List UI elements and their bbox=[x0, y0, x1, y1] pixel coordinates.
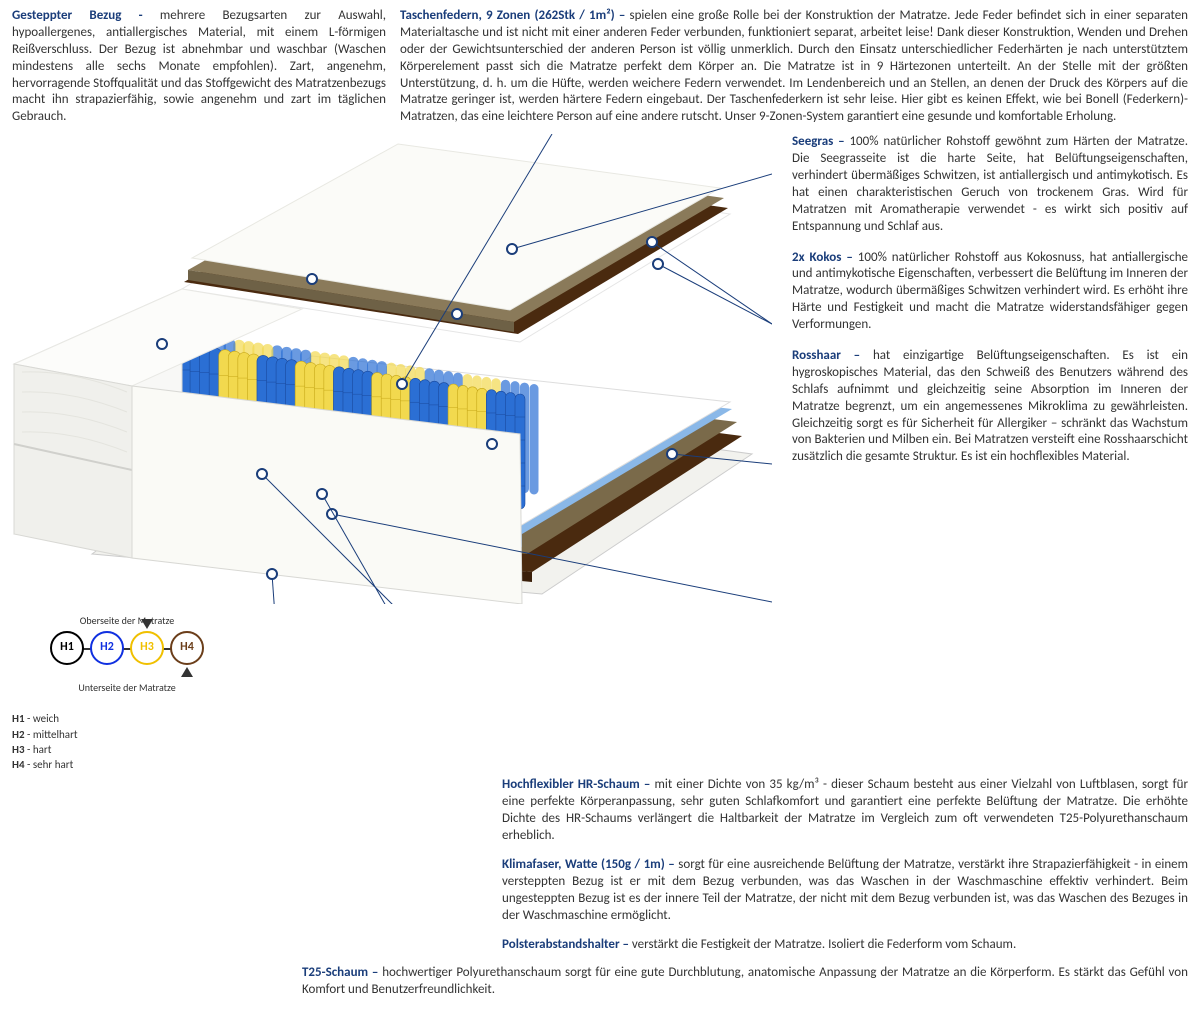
seegras-block: Seegras – 100% natürlicher Rohstoff gewö… bbox=[792, 134, 1188, 235]
polster-body: verstärkt die Festigkeit der Matratze. I… bbox=[632, 937, 1016, 952]
klimafaser-block: Klimafaser, Watte (150g / 1m) – sorgt fü… bbox=[12, 857, 1188, 925]
klima-heading: Klimafaser, Watte (150g / 1m) – bbox=[502, 857, 678, 872]
side-text-column: Seegras – 100% natürlicher Rohstoff gewö… bbox=[792, 134, 1188, 773]
firmness-h3: H3 bbox=[130, 631, 164, 665]
rosshaar-body: hat einzigartige Belüftungseigenschaften… bbox=[792, 348, 1188, 464]
cover-description: Gesteppter Bezug - mehrere Bezugsarten z… bbox=[12, 8, 386, 126]
polster-heading: Polsterabstandshalter – bbox=[502, 937, 632, 952]
t25-heading: T25-Schaum – bbox=[302, 965, 382, 980]
springs-heading: Taschenfedern, 9 Zonen (262Stk / 1m²) – bbox=[400, 8, 629, 23]
firmness-circles: H1 H2 H3 H4 bbox=[12, 631, 242, 665]
kokos-heading: 2x Kokos – bbox=[792, 250, 858, 265]
springs-description: Taschenfedern, 9 Zonen (262Stk / 1m²) – … bbox=[400, 8, 1188, 126]
springs-body: spielen eine große Rolle bei der Konstru… bbox=[400, 8, 1188, 124]
firmness-bottom-label: Unterseite der Matratze bbox=[12, 681, 242, 694]
firmness-widget: Oberseite der Matratze H1 H2 H3 H4 Unter… bbox=[12, 614, 242, 772]
rosshaar-heading: Rosshaar – bbox=[792, 348, 873, 363]
cover-heading: Gesteppter Bezug - bbox=[12, 8, 160, 23]
hr-foam-block: Hochflexibler HR-Schaum – mit einer Dich… bbox=[12, 777, 1188, 845]
t25-body: hochwertiger Polyurethanschaum sorgt für… bbox=[302, 965, 1188, 997]
firmness-h1: H1 bbox=[50, 631, 84, 665]
hr-heading: Hochflexibler HR-Schaum – bbox=[502, 777, 655, 792]
firmness-h4: H4 bbox=[170, 631, 204, 665]
seegras-body: 100% natürlicher Rohstoff gewöhnt zum Hä… bbox=[792, 134, 1188, 233]
rosshaar-block: Rosshaar – hat einzigartige Belüftungsei… bbox=[792, 348, 1188, 466]
polster-block: Polsterabstandshalter – verstärkt die Fe… bbox=[12, 937, 1188, 954]
firmness-legend: H1 - weich H2 - mittelhart H3 - hart H4 … bbox=[12, 712, 242, 772]
t25-block: T25-Schaum – hochwertiger Polyurethansch… bbox=[12, 965, 1188, 999]
top-text-row: Gesteppter Bezug - mehrere Bezugsarten z… bbox=[12, 8, 1188, 126]
firmness-top-label: Oberseite der Matratze bbox=[12, 614, 242, 627]
seegras-heading: Seegras – bbox=[792, 134, 849, 149]
firmness-h2: H2 bbox=[90, 631, 124, 665]
mattress-svg bbox=[12, 134, 772, 604]
mattress-diagram bbox=[12, 134, 772, 594]
diagram-column: Oberseite der Matratze H1 H2 H3 H4 Unter… bbox=[12, 134, 782, 773]
below-text-blocks: Hochflexibler HR-Schaum – mit einer Dich… bbox=[12, 777, 1188, 999]
middle-row: Oberseite der Matratze H1 H2 H3 H4 Unter… bbox=[12, 134, 1188, 773]
kokos-block: 2x Kokos – 100% natürlicher Rohstoff aus… bbox=[792, 250, 1188, 334]
cover-body: mehrere Bezugsarten zur Auswahl, hypoall… bbox=[12, 8, 386, 124]
